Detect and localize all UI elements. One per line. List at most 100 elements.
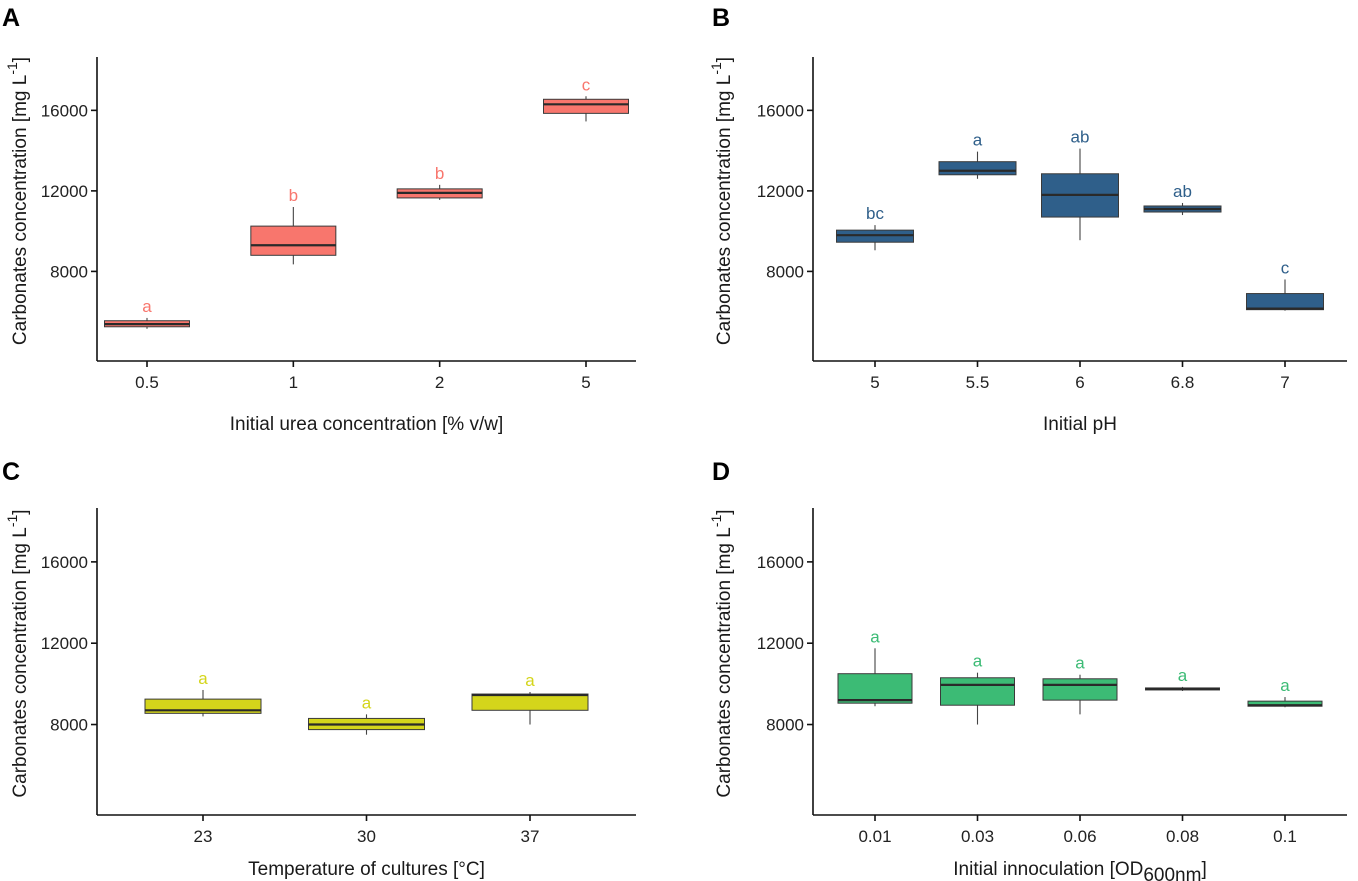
box-2: b [396, 164, 483, 200]
y-axis-title-main: Carbonates concentration [mg L [714, 75, 735, 345]
x-tick-label: 6 [1075, 373, 1084, 392]
x-tick-label: 23 [194, 827, 213, 846]
significance-letter: ab [1173, 182, 1192, 201]
y-tick-label: 12000 [757, 182, 804, 201]
box-body [543, 98, 629, 114]
y-axis-title-end: ] [10, 57, 31, 62]
significance-letter: a [362, 693, 372, 712]
x-tick-label: 6.8 [1171, 373, 1195, 392]
y-axis-title-superscript: -1 [708, 515, 724, 528]
significance-letter: b [435, 164, 444, 183]
x-tick-label: 5.5 [966, 373, 990, 392]
y-axis-title-main: Carbonates concentration [mg L [10, 527, 31, 797]
x-axis-title-main: Temperature of cultures [°C] [248, 859, 485, 880]
box-1: b [250, 186, 337, 265]
x-tick-label: 5 [581, 373, 590, 392]
box-0.06: a [1042, 654, 1118, 715]
y-axis-title-end: ] [714, 57, 735, 62]
box-body [250, 225, 337, 256]
y-axis-title-end: ] [10, 509, 31, 514]
significance-letter: c [1281, 258, 1290, 277]
y-axis-title-superscript: -1 [4, 62, 20, 75]
x-tick-label: 0.1 [1273, 827, 1297, 846]
panel-label: D [712, 458, 730, 486]
panel-a: A 8000 12000 16000 Carbonates concentration … [2, 4, 636, 435]
panel-label: A [2, 4, 20, 32]
x-tick-label: 5 [870, 373, 879, 392]
y-tick-label: 12000 [41, 634, 88, 653]
x-tick-label: 2 [435, 373, 444, 392]
box-0.08: a [1145, 666, 1220, 691]
x-axis-title-main: Initial pH [1043, 414, 1117, 435]
x-tick-label: 0.5 [135, 373, 159, 392]
y-axis-title-superscript: -1 [708, 62, 724, 75]
box-5.5: a [938, 131, 1017, 179]
box-0.1: a [1247, 676, 1323, 708]
y-tick-label: 16000 [41, 101, 88, 120]
y-axis-title: Carbonates concentration [mg L-1] [708, 57, 735, 345]
x-tick-label: 7 [1280, 373, 1289, 392]
significance-letter: a [1280, 676, 1290, 695]
y-tick-label: 16000 [757, 553, 804, 572]
box-body [940, 677, 1015, 706]
significance-letter: c [582, 75, 591, 94]
x-axis-title-main: Initial innoculation [OD [953, 859, 1143, 880]
panel-d: D 8000 12000 16000 Carbonates concentration … [708, 458, 1347, 881]
y-tick-label: 8000 [50, 262, 88, 281]
x-tick-label: 30 [357, 827, 376, 846]
box-23: a [144, 669, 262, 717]
x-tick-label: 1 [289, 373, 298, 392]
significance-letter: a [973, 652, 983, 671]
x-axis-title: Temperature of cultures [°C] [248, 859, 485, 880]
box-37: a [471, 671, 589, 725]
x-tick-label: 0.08 [1166, 827, 1199, 846]
x-tick-label: 0.06 [1063, 827, 1096, 846]
box-body [1246, 293, 1324, 311]
y-tick-label: 12000 [41, 182, 88, 201]
significance-letter: a [525, 671, 535, 690]
box-0.03: a [940, 652, 1015, 725]
y-tick-label: 8000 [766, 262, 804, 281]
significance-letter: a [1075, 654, 1085, 673]
box-body [471, 693, 589, 711]
box-5: bc [836, 204, 914, 251]
box-body [1042, 678, 1118, 701]
box-body [938, 161, 1017, 176]
y-tick-label: 16000 [41, 553, 88, 572]
x-tick-label: 0.03 [961, 827, 994, 846]
y-axis-title: Carbonates concentration [mg L-1] [708, 509, 735, 797]
significance-letter: a [973, 131, 983, 150]
y-axis-title-superscript: -1 [4, 515, 20, 528]
y-axis-title-main: Carbonates concentration [mg L [10, 75, 31, 345]
x-axis-title-end: ] [1201, 859, 1206, 880]
box-0.01: a [837, 627, 913, 707]
box-body [837, 673, 913, 704]
y-tick-label: 16000 [757, 101, 804, 120]
significance-letter: a [142, 297, 152, 316]
box-7: c [1246, 258, 1324, 311]
x-axis-title-main: Initial urea concentration [% v/w] [230, 414, 504, 435]
significance-letter: a [198, 669, 208, 688]
y-tick-label: 8000 [50, 716, 88, 735]
significance-letter: b [289, 186, 298, 205]
panel-label: B [712, 4, 730, 32]
x-axis-title: Initial innoculation [OD600nm] [953, 859, 1207, 881]
y-axis-title: Carbonates concentration [mg L-1] [4, 57, 31, 345]
y-tick-label: 12000 [757, 634, 804, 653]
x-tick-label: 37 [521, 827, 540, 846]
y-axis-title-end: ] [714, 509, 735, 514]
panel-c: C 8000 12000 16000 Carbonates concentration … [2, 458, 636, 880]
panel-b: B 8000 12000 16000 Carbonates concentration … [708, 4, 1347, 435]
x-tick-label: 0.01 [858, 827, 891, 846]
significance-letter: bc [866, 204, 884, 223]
box-30: a [308, 693, 425, 735]
y-axis-title-main: Carbonates concentration [mg L [714, 527, 735, 797]
x-axis-title: Initial urea concentration [% v/w] [230, 414, 504, 435]
panel-label: C [2, 458, 20, 486]
significance-letter: ab [1071, 128, 1090, 147]
box-6: ab [1041, 128, 1119, 241]
x-axis-title: Initial pH [1043, 414, 1117, 435]
significance-letter: a [1178, 666, 1188, 685]
significance-letter: a [870, 627, 880, 646]
